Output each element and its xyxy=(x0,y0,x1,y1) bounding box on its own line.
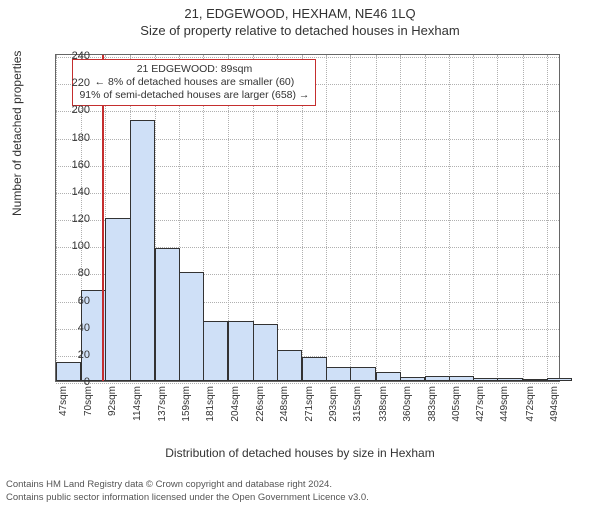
histogram-bar xyxy=(302,357,327,381)
x-tick-label: 315sqm xyxy=(352,386,363,422)
y-tick-label: 100 xyxy=(50,240,90,252)
chart-container: 21 EDGEWOOD: 89sqm← 8% of detached house… xyxy=(55,54,560,414)
y-tick-label: 220 xyxy=(50,77,90,89)
histogram-bar xyxy=(497,378,522,381)
annotation-line: 21 EDGEWOOD: 89sqm xyxy=(79,63,309,76)
histogram-bar xyxy=(350,367,375,381)
histogram-bar xyxy=(155,248,180,381)
gridline-v xyxy=(449,55,450,381)
x-tick-label: 70sqm xyxy=(83,386,94,416)
histogram-bar xyxy=(179,272,204,381)
x-tick-label: 449sqm xyxy=(499,386,510,422)
histogram-bar xyxy=(326,367,351,381)
histogram-bar xyxy=(130,120,155,381)
histogram-bar xyxy=(400,377,425,381)
histogram-bar xyxy=(425,376,450,381)
histogram-bar xyxy=(547,378,572,381)
y-tick-label: 20 xyxy=(50,349,90,361)
gridline-v xyxy=(326,55,327,381)
x-tick-label: 248sqm xyxy=(279,386,290,422)
x-tick-label: 137sqm xyxy=(157,386,168,422)
gridline-v xyxy=(547,55,548,381)
footer-line1: Contains HM Land Registry data © Crown c… xyxy=(6,479,369,491)
gridline-h xyxy=(56,57,559,58)
histogram-bar xyxy=(277,350,302,381)
y-tick-label: 60 xyxy=(50,295,90,307)
y-tick-label: 160 xyxy=(50,159,90,171)
x-tick-label: 360sqm xyxy=(402,386,413,422)
y-tick-label: 200 xyxy=(50,104,90,116)
plot-area: 21 EDGEWOOD: 89sqm← 8% of detached house… xyxy=(55,54,560,382)
x-tick-label: 204sqm xyxy=(230,386,241,422)
x-tick-label: 427sqm xyxy=(475,386,486,422)
y-tick-label: 80 xyxy=(50,267,90,279)
y-tick-label: 120 xyxy=(50,213,90,225)
annotation-line: ← 8% of detached houses are smaller (60) xyxy=(79,76,309,89)
x-tick-label: 181sqm xyxy=(205,386,216,422)
gridline-v xyxy=(473,55,474,381)
gridline-v xyxy=(350,55,351,381)
gridline-v xyxy=(376,55,377,381)
annotation-line: 91% of semi-detached houses are larger (… xyxy=(79,89,309,102)
x-tick-label: 383sqm xyxy=(427,386,438,422)
y-tick-label: 240 xyxy=(50,50,90,62)
histogram-bar xyxy=(523,379,548,381)
x-axis-label: Distribution of detached houses by size … xyxy=(0,446,600,460)
footer-line2: Contains public sector information licen… xyxy=(6,492,369,504)
gridline-v xyxy=(497,55,498,381)
histogram-bar xyxy=(253,324,278,381)
x-tick-label: 114sqm xyxy=(132,386,143,421)
gridline-h xyxy=(56,383,559,384)
annotation-box: 21 EDGEWOOD: 89sqm← 8% of detached house… xyxy=(72,59,316,106)
gridline-v xyxy=(400,55,401,381)
x-tick-label: 472sqm xyxy=(525,386,536,422)
histogram-bar xyxy=(473,378,498,381)
page-title: 21, EDGEWOOD, HEXHAM, NE46 1LQ xyxy=(0,6,600,21)
x-tick-label: 47sqm xyxy=(58,386,69,416)
histogram-bar xyxy=(105,218,130,381)
x-tick-label: 271sqm xyxy=(304,386,315,422)
x-tick-label: 226sqm xyxy=(255,386,266,422)
y-tick-label: 40 xyxy=(50,322,90,334)
x-tick-label: 338sqm xyxy=(378,386,389,422)
histogram-bar xyxy=(376,372,401,382)
y-tick-label: 180 xyxy=(50,132,90,144)
x-tick-label: 494sqm xyxy=(549,386,560,422)
chart-subtitle: Size of property relative to detached ho… xyxy=(0,23,600,38)
y-tick-label: 140 xyxy=(50,186,90,198)
x-tick-label: 92sqm xyxy=(107,386,118,416)
histogram-bar xyxy=(449,376,474,381)
y-axis-label: Number of detached properties xyxy=(10,51,24,216)
x-tick-label: 159sqm xyxy=(181,386,192,422)
gridline-v xyxy=(425,55,426,381)
histogram-bar xyxy=(203,321,228,381)
footer-attribution: Contains HM Land Registry data © Crown c… xyxy=(6,479,369,504)
x-tick-label: 405sqm xyxy=(451,386,462,422)
x-tick-label: 293sqm xyxy=(328,386,339,422)
histogram-bar xyxy=(228,321,253,381)
gridline-v xyxy=(523,55,524,381)
gridline-h xyxy=(56,111,559,112)
